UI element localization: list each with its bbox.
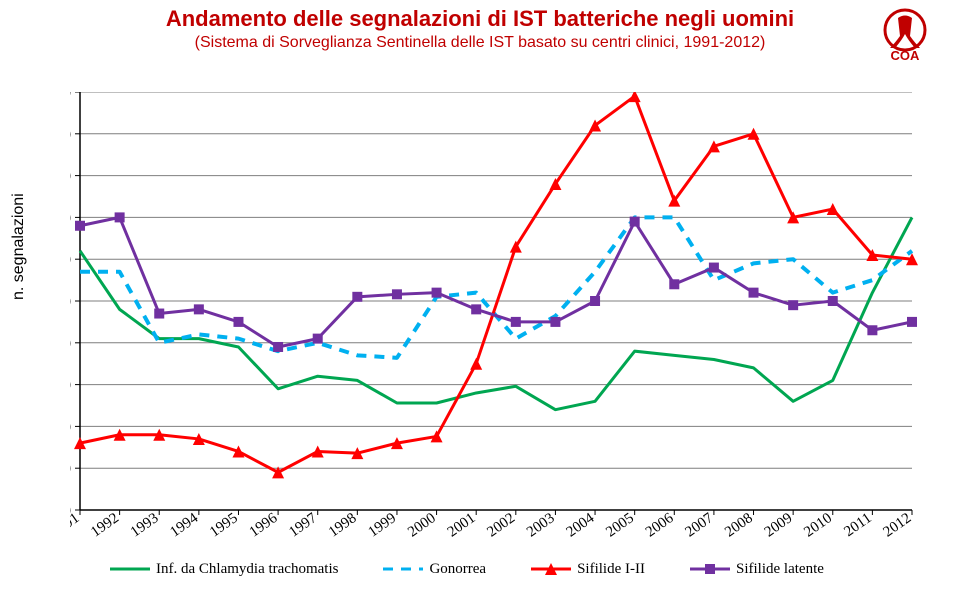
svg-text:400: 400 [70, 169, 71, 185]
chart-subtitle: (Sistema di Sorveglianza Sentinella dell… [0, 34, 960, 52]
svg-text:2004: 2004 [564, 510, 598, 541]
legend-label: Sifilide latente [736, 561, 824, 578]
legend-item: Inf. da Chlamydia trachomatis [110, 560, 338, 578]
legend-label: Sifilide I-II [577, 561, 645, 578]
svg-text:1996: 1996 [247, 510, 281, 541]
svg-text:300: 300 [70, 252, 71, 268]
svg-text:2006: 2006 [643, 510, 677, 541]
svg-text:2007: 2007 [682, 510, 716, 541]
svg-text:2012: 2012 [881, 510, 915, 540]
svg-text:1994: 1994 [167, 510, 201, 541]
svg-text:450: 450 [70, 127, 71, 143]
svg-text:200: 200 [70, 336, 71, 352]
svg-text:2000: 2000 [405, 510, 439, 540]
legend: Inf. da Chlamydia trachomatis Gonorrea Sif… [110, 560, 930, 578]
svg-text:1998: 1998 [326, 510, 360, 540]
svg-text:COA: COA [891, 48, 921, 63]
legend-label: Inf. da Chlamydia trachomatis [156, 561, 338, 578]
chart-title: Andamento delle segnalazioni di IST batt… [0, 6, 960, 32]
svg-text:2009: 2009 [762, 510, 796, 540]
legend-label: Gonorrea [429, 561, 486, 578]
svg-text:2008: 2008 [722, 510, 756, 540]
svg-text:500: 500 [70, 92, 71, 101]
legend-item: Sifilide I-II [531, 560, 645, 578]
svg-text:2005: 2005 [603, 510, 637, 540]
logo-coa: COA [870, 8, 950, 63]
svg-text:350: 350 [70, 210, 71, 226]
svg-text:1995: 1995 [207, 510, 241, 540]
svg-text:1993: 1993 [128, 510, 162, 540]
legend-item: Sifilide latente [690, 560, 824, 578]
svg-text:2003: 2003 [524, 510, 558, 540]
svg-text:2010: 2010 [801, 510, 835, 540]
svg-text:100: 100 [70, 419, 71, 435]
svg-text:2011: 2011 [841, 510, 874, 540]
svg-text:50: 50 [70, 461, 71, 477]
svg-text:1992: 1992 [88, 510, 122, 540]
svg-text:2001: 2001 [445, 510, 479, 540]
svg-text:150: 150 [70, 378, 71, 394]
chart: 0501001502002503003504004505001991199219… [70, 92, 922, 510]
svg-text:1997: 1997 [286, 510, 320, 541]
svg-text:2002: 2002 [484, 510, 518, 540]
y-axis-label: n. segnalazioni [10, 193, 28, 300]
svg-text:250: 250 [70, 294, 71, 310]
svg-text:1999: 1999 [365, 510, 399, 540]
legend-item: Gonorrea [383, 560, 486, 578]
